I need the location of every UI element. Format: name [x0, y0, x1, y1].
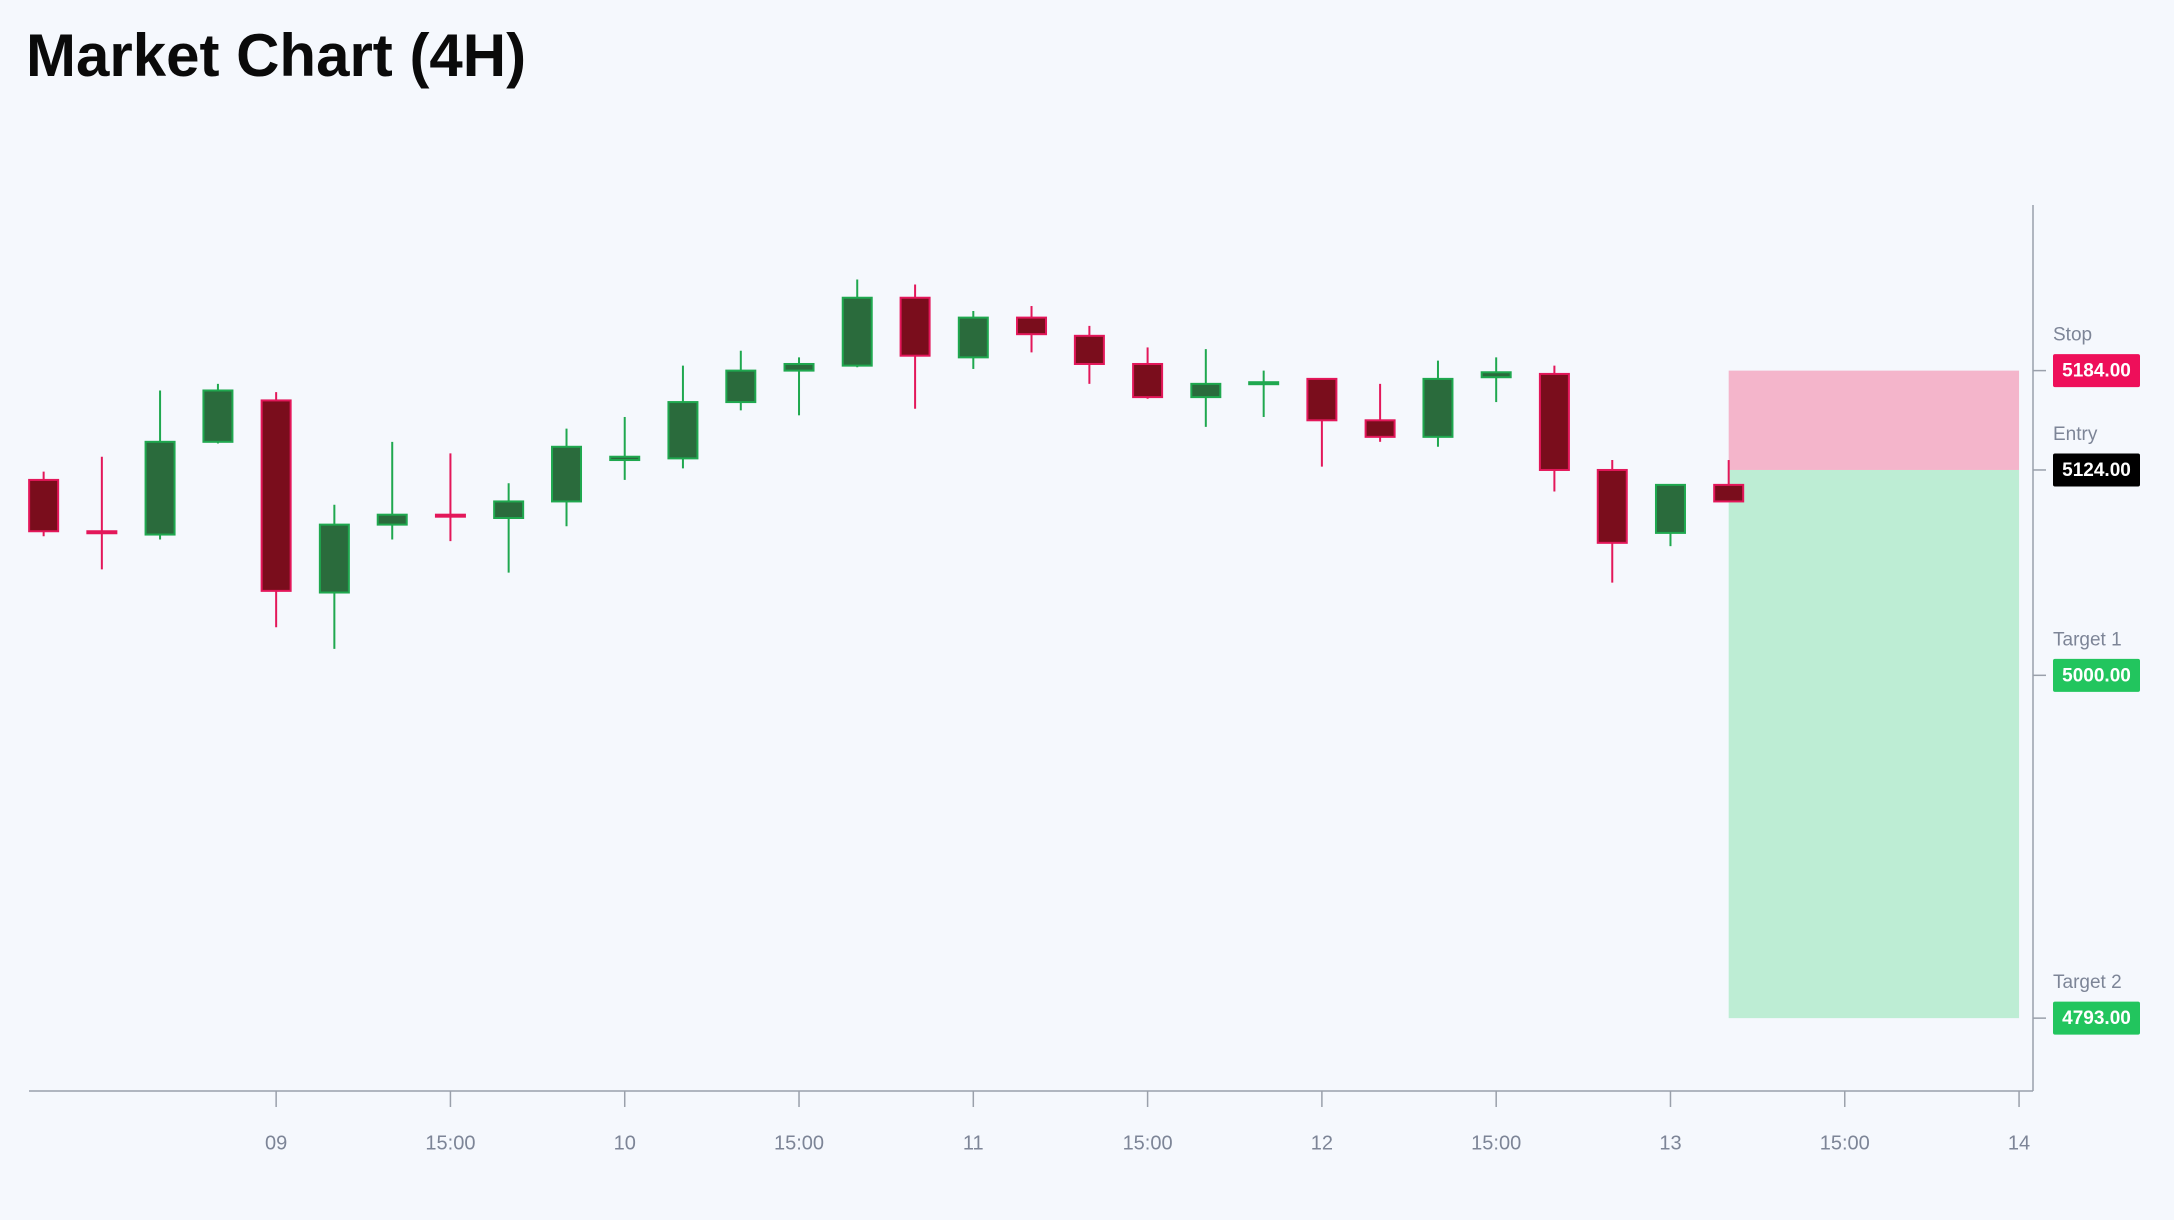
candle-body: [434, 513, 466, 518]
candle-body: [28, 478, 60, 533]
level-name: Entry: [2053, 424, 2098, 445]
candle-body: [1306, 377, 1338, 422]
candle-body: [376, 513, 408, 526]
level-badge: [2053, 1001, 2140, 1035]
x-tick-label: 15:00: [425, 1132, 475, 1154]
candle-body: [86, 530, 118, 535]
candle-body: [493, 500, 525, 519]
x-tick-label: 11: [963, 1132, 984, 1154]
candle-body: [1248, 381, 1280, 386]
candle-body: [1596, 468, 1628, 544]
level-badge: [2053, 354, 2140, 388]
candle-body: [899, 296, 931, 357]
x-tick-label: 15:00: [1471, 1132, 1521, 1154]
candle-body: [841, 296, 873, 367]
candle-body: [1654, 483, 1686, 534]
x-tick-label: 10: [614, 1132, 636, 1154]
target-zone: [1728, 469, 2020, 1019]
level-value: 4793.00: [2062, 1008, 2131, 1029]
candle-body: [667, 401, 699, 460]
candle-body: [957, 316, 989, 359]
level-name: Stop: [2053, 325, 2092, 346]
candle-body: [783, 362, 815, 372]
candle-body: [1190, 382, 1222, 399]
stop-zone: [1728, 370, 2020, 470]
candle-body: [1538, 372, 1570, 471]
level-badge: [2053, 453, 2140, 487]
level-badge: [2053, 658, 2140, 692]
candle-body: [144, 440, 176, 536]
x-tick-label: 15:00: [1123, 1132, 1173, 1154]
level-name: Target 2: [2053, 972, 2122, 993]
candle-body: [609, 455, 641, 462]
x-tick-label: 13: [1659, 1132, 1681, 1154]
candle-body: [551, 445, 583, 503]
x-tick-label: 09: [265, 1132, 287, 1154]
level-value: 5184.00: [2062, 361, 2131, 382]
candle-body: [725, 369, 757, 404]
level-value: 5000.00: [2062, 665, 2131, 686]
candle-body: [1073, 334, 1105, 365]
level-name: Target 1: [2053, 629, 2122, 650]
x-tick-label: 15:00: [1820, 1132, 1870, 1154]
candle-body: [1016, 316, 1048, 336]
candle-body: [1422, 377, 1454, 438]
candle-body: [260, 399, 292, 592]
candle-body: [1713, 483, 1745, 503]
candle-body: [1364, 419, 1396, 438]
candle-body: [202, 389, 234, 443]
chart-title: Market Chart (4H): [26, 22, 526, 89]
x-tick-label: 12: [1311, 1132, 1333, 1154]
x-tick-label: 15:00: [774, 1132, 824, 1154]
candle-body: [1480, 371, 1512, 379]
x-tick-label: 14: [2008, 1132, 2030, 1154]
level-value: 5124.00: [2062, 460, 2131, 481]
candle-body: [1132, 362, 1164, 399]
candle-body: [318, 523, 350, 594]
